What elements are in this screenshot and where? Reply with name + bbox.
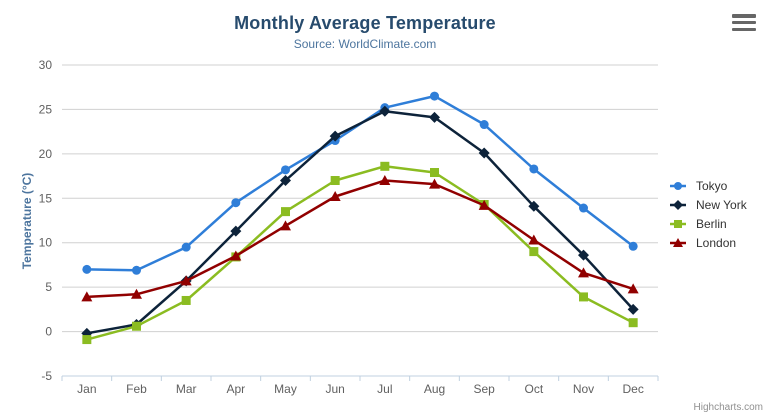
- legend-item-london[interactable]: London: [669, 233, 747, 252]
- x-tick-label: Jun: [325, 382, 344, 396]
- x-tick-label: Jan: [77, 382, 96, 396]
- data-point-triangle[interactable]: [230, 250, 242, 261]
- data-point-square[interactable]: [579, 292, 588, 302]
- data-point-circle[interactable]: [529, 164, 539, 174]
- data-point-diamond[interactable]: [478, 147, 490, 159]
- series-line: [85, 179, 635, 299]
- x-tick-label: Feb: [126, 382, 147, 396]
- x-tick-label: Sep: [473, 382, 495, 396]
- x-tick-label: Aug: [424, 382, 445, 396]
- legend-item-berlin[interactable]: Berlin: [669, 214, 747, 233]
- credits-link[interactable]: Highcharts.com: [693, 402, 763, 413]
- y-tick-label: 5: [45, 280, 52, 294]
- data-point-triangle[interactable]: [528, 234, 540, 245]
- legend-label: New York: [696, 197, 747, 212]
- data-point-diamond[interactable]: [528, 200, 540, 212]
- data-point-triangle[interactable]: [429, 178, 440, 189]
- x-tick-label: May: [274, 382, 297, 396]
- data-point-square[interactable]: [430, 168, 439, 178]
- x-tick-label: Oct: [524, 382, 543, 396]
- y-tick-label: 20: [39, 147, 53, 161]
- legend: Tokyo New York Berlin London: [669, 176, 747, 252]
- x-tick-label: Nov: [573, 382, 594, 396]
- y-tick-label: 0: [45, 325, 52, 339]
- data-point-square[interactable]: [529, 247, 539, 257]
- data-point-circle[interactable]: [82, 264, 92, 274]
- data-point-square[interactable]: [181, 295, 191, 305]
- x-tick-label: Apr: [226, 382, 245, 396]
- data-point-square[interactable]: [281, 207, 290, 217]
- data-point-diamond[interactable]: [673, 199, 683, 210]
- data-point-triangle[interactable]: [379, 175, 391, 186]
- legend-item-tokyo[interactable]: Tokyo: [669, 176, 747, 195]
- data-point-square[interactable]: [132, 321, 141, 331]
- data-point-triangle[interactable]: [673, 237, 683, 247]
- data-point-triangle[interactable]: [329, 191, 341, 202]
- data-point-diamond[interactable]: [627, 303, 639, 315]
- legend-marker-triangle-icon: [670, 237, 686, 247]
- data-point-square[interactable]: [628, 318, 638, 328]
- series-london[interactable]: [81, 175, 639, 302]
- data-point-diamond[interactable]: [429, 111, 440, 123]
- legend-label: Tokyo: [696, 178, 728, 193]
- data-point-triangle[interactable]: [81, 291, 93, 302]
- data-point-circle[interactable]: [674, 181, 682, 190]
- data-point-triangle[interactable]: [578, 267, 589, 278]
- data-point-circle[interactable]: [132, 265, 141, 275]
- legend-marker-circle-icon: [670, 181, 686, 190]
- data-point-circle[interactable]: [430, 91, 439, 101]
- y-tick-label: 15: [39, 191, 53, 205]
- data-point-circle[interactable]: [479, 120, 489, 130]
- legend-marker-square-icon: [670, 219, 686, 228]
- y-tick-label: 10: [39, 236, 53, 250]
- x-tick-label: Jul: [377, 382, 392, 396]
- x-tick-label: Dec: [622, 382, 643, 396]
- chart-title: Monthly Average Temperature: [234, 13, 496, 33]
- chart-subtitle: Source: WorldClimate.com: [293, 37, 437, 51]
- data-point-diamond[interactable]: [578, 249, 589, 261]
- x-tick-label: Mar: [176, 382, 197, 396]
- data-point-diamond[interactable]: [230, 225, 242, 237]
- data-point-square[interactable]: [330, 176, 340, 186]
- legend-label: Berlin: [696, 216, 727, 231]
- data-point-circle[interactable]: [181, 242, 191, 252]
- data-point-triangle[interactable]: [627, 283, 639, 294]
- data-point-triangle[interactable]: [478, 199, 490, 210]
- data-point-diamond[interactable]: [379, 105, 391, 117]
- data-point-square[interactable]: [82, 335, 92, 345]
- data-point-circle[interactable]: [579, 203, 588, 213]
- y-axis-title: Temperature (°C): [20, 172, 34, 270]
- data-point-circle[interactable]: [281, 165, 290, 175]
- series-line: [85, 109, 635, 335]
- data-point-square[interactable]: [674, 219, 682, 228]
- data-point-triangle[interactable]: [131, 288, 142, 299]
- series-new-york[interactable]: [81, 105, 639, 339]
- y-tick-label: 25: [39, 102, 53, 116]
- export-menu-button[interactable]: [732, 14, 756, 31]
- y-tick-label: 30: [39, 58, 53, 72]
- series-tokyo[interactable]: [82, 91, 638, 275]
- y-tick-label: -5: [41, 369, 52, 383]
- data-point-circle[interactable]: [231, 198, 241, 208]
- data-point-square[interactable]: [380, 161, 390, 171]
- data-point-triangle[interactable]: [280, 220, 291, 231]
- data-point-diamond[interactable]: [329, 130, 341, 142]
- legend-item-new-york[interactable]: New York: [669, 195, 747, 214]
- series-line: [85, 94, 635, 272]
- legend-label: London: [696, 235, 737, 250]
- data-point-diamond[interactable]: [280, 175, 291, 187]
- legend-marker-diamond-icon: [670, 199, 686, 210]
- series-line: [85, 165, 635, 341]
- data-point-circle[interactable]: [628, 241, 638, 251]
- data-point-triangle[interactable]: [180, 275, 192, 286]
